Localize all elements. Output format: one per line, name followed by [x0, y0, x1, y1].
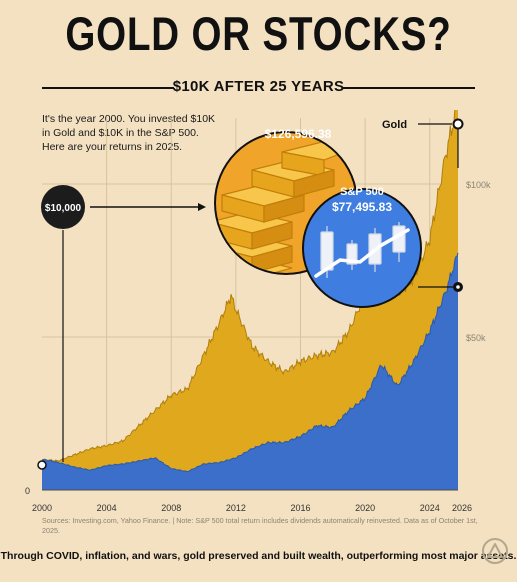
gold-area [42, 110, 458, 490]
sp500-line [42, 252, 459, 473]
sp500-end-marker-dot [456, 285, 460, 289]
start-badge-label: $10,000 [45, 203, 82, 214]
sp500-final-value: $77,495.83 [332, 200, 392, 214]
sp500-callout: S&P 500 $77,495.83 [302, 186, 422, 308]
x-tick-label-2016: 2016 [290, 503, 310, 513]
area-layer [42, 110, 459, 491]
sources-note: Sources: Investing.com, Yahoo Finance. |… [42, 516, 478, 535]
triangle-logo-icon [482, 538, 508, 564]
x-tick-label-2000: 2000 [32, 503, 52, 513]
candlestick-icon [314, 222, 410, 278]
gold-end-marker [452, 118, 464, 130]
y-tick-label-0: 0 [25, 486, 30, 496]
x-tick-label-2012: 2012 [226, 503, 246, 513]
sp500-callout-disc [304, 190, 420, 306]
sp500-callout-label: S&P 500 [340, 186, 384, 198]
subtitle-right-rule [342, 87, 475, 89]
page-title: GOLD OR STOCKS? [65, 7, 452, 60]
footer-caption: Through COVID, inflation, and wars, gold… [0, 550, 517, 562]
subtitle: $10K AFTER 25 YEARS [172, 78, 345, 95]
x-tick-label-2026: 2026 [452, 503, 472, 513]
x-tick-label-2024: 2024 [420, 503, 440, 513]
start-point-marker [37, 460, 47, 470]
gold-final-value: $126,596.38 [265, 127, 332, 141]
y-tick-label-50000: $50k [466, 333, 486, 343]
start-badge [41, 185, 85, 229]
gold-series-label: Gold [382, 119, 407, 131]
x-tick-label-2008: 2008 [161, 503, 181, 513]
sp500-area [42, 252, 458, 490]
intro-text: It's the year 2000. You invested $10K in… [42, 113, 216, 153]
x-tick-label-2004: 2004 [97, 503, 117, 513]
y-tick-label-100000: $100k [466, 180, 491, 190]
axis-ticks: 2000 2004 2008 2012 2016 2020 2024 2026 0 $50k $10… [25, 180, 491, 513]
subtitle-left-rule [42, 87, 174, 89]
start-arrow-head [198, 203, 206, 211]
x-tick-label-2020: 2020 [355, 503, 375, 513]
